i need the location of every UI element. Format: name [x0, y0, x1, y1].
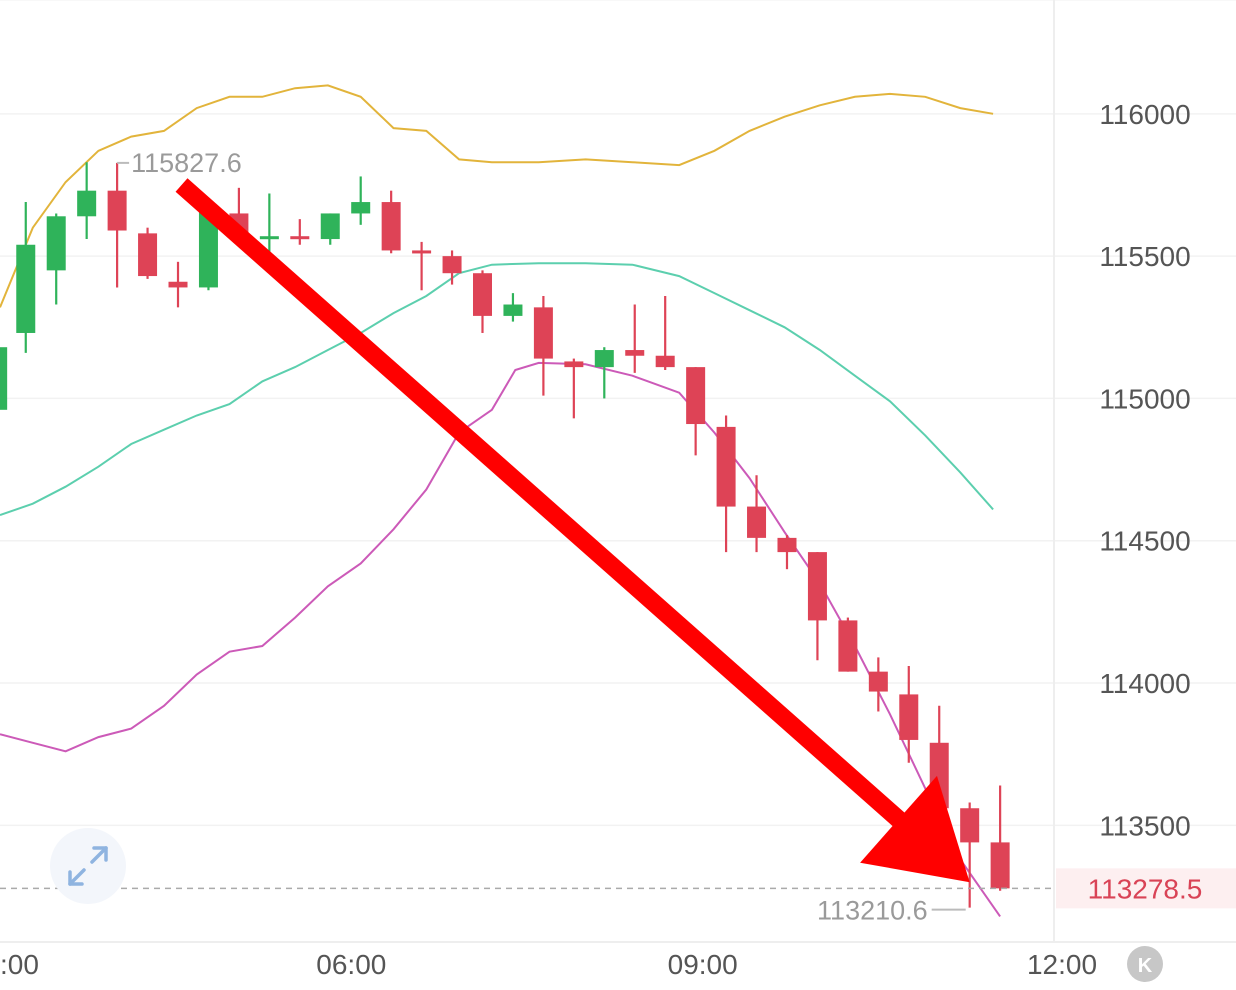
current-price-tag: 113278.5	[1056, 868, 1236, 909]
x-tick-label-2: 09:00	[668, 949, 738, 980]
candle-21	[625, 304, 645, 373]
candle-32	[960, 802, 980, 908]
candle-body-23	[686, 367, 706, 425]
candle-body-28	[838, 620, 858, 672]
candle-13	[381, 190, 401, 254]
candle-14	[412, 241, 432, 291]
y-tick-label-115000: 115000	[1099, 383, 1190, 414]
candle-body-4	[107, 190, 127, 231]
collapse-axis-button-label: K	[1138, 955, 1153, 977]
candle-body-0	[0, 347, 8, 410]
candle-3	[77, 162, 97, 240]
candle-19	[564, 358, 584, 419]
k-circle-icon	[1127, 946, 1163, 982]
candle-23	[686, 367, 706, 456]
candle-4	[107, 162, 127, 288]
trend-arrow-head	[860, 775, 970, 883]
candle-body-21	[625, 350, 645, 356]
candle-body-32	[960, 808, 980, 843]
candle-body-1	[16, 244, 36, 333]
candle-body-26	[777, 537, 797, 553]
y-tick-label-116000: 116000	[1099, 99, 1190, 130]
candle-1	[16, 202, 36, 353]
candle-24	[716, 415, 736, 553]
candle-body-20	[594, 350, 614, 368]
candle-27	[807, 552, 827, 661]
grid	[0, 0, 1236, 827]
candle-9	[259, 193, 279, 259]
candle-body-19	[564, 361, 584, 368]
candle-body-33	[990, 842, 1010, 889]
candle-10	[290, 219, 310, 245]
bollinger-bands	[0, 84, 1001, 917]
x-tick-label-3: 12:00	[1027, 949, 1097, 980]
candle-body-6	[168, 281, 188, 288]
candle-18	[533, 295, 553, 396]
candle-body-30	[899, 694, 919, 740]
candle-body-10	[290, 236, 310, 240]
candle-body-24	[716, 426, 736, 507]
candle-17	[503, 293, 523, 322]
candle-12	[351, 176, 371, 225]
candle-33	[990, 785, 1010, 891]
x-tick-label-1: 06:00	[316, 949, 386, 980]
candle-body-27	[807, 552, 827, 621]
high-annotation: 115827.6	[131, 148, 242, 178]
candle-body-15	[442, 256, 462, 274]
candle-body-18	[533, 307, 553, 359]
candle-29	[868, 657, 888, 712]
candle-body-16	[472, 273, 492, 316]
candle-11	[320, 213, 340, 245]
annotations: 115827.6 113210.6	[117, 148, 966, 926]
trend-arrow	[175, 178, 970, 883]
low-annotation: 113210.6	[817, 896, 928, 926]
candle-25	[747, 475, 767, 553]
candle-0	[0, 347, 8, 410]
candle-body-12	[351, 202, 371, 214]
candle-body-7	[198, 210, 218, 288]
candle-20	[594, 347, 614, 399]
candle-30	[899, 665, 919, 763]
collapse-axis-button[interactable]: K	[1127, 946, 1163, 982]
candle-body-29	[868, 671, 888, 692]
expand-button[interactable]	[50, 828, 126, 904]
y-tick-label-114500: 114500	[1099, 526, 1190, 557]
candle-body-22	[655, 355, 675, 368]
candle-body-3	[77, 190, 97, 217]
trend-arrow-shaft	[175, 178, 911, 832]
candle-26	[777, 535, 797, 570]
y-tick-label-113500: 113500	[1099, 810, 1190, 841]
candles	[0, 162, 1010, 908]
expand-arrows-icon	[68, 846, 108, 886]
candle-28	[838, 617, 858, 672]
candle-22	[655, 295, 675, 370]
x-tick-label-0: :00	[0, 949, 39, 980]
current-price-label: 113278.5	[1088, 873, 1203, 904]
y-axis-labels: 116000 115500 115000 114500 114000 113500	[1099, 99, 1190, 841]
candle-body-5	[138, 233, 158, 277]
y-tick-label-114000: 114000	[1099, 668, 1190, 699]
candle-body-9	[259, 236, 279, 240]
candle-body-17	[503, 304, 523, 316]
candle-body-13	[381, 202, 401, 251]
expand-button-background	[50, 828, 126, 904]
candle-body-14	[412, 250, 432, 254]
candle-15	[442, 250, 462, 285]
candle-16	[472, 270, 492, 333]
current-price-tag-background	[1056, 868, 1236, 909]
upper-band-line	[0, 84, 994, 308]
y-tick-label-115500: 115500	[1099, 241, 1190, 272]
candle-5	[138, 227, 158, 279]
candle-6	[168, 261, 188, 308]
x-axis-labels: :00 06:00 09:00 12:00	[0, 949, 1097, 980]
middle-band-line	[0, 262, 994, 517]
candle-2	[46, 213, 66, 305]
candle-body-11	[320, 213, 340, 240]
candle-body-25	[747, 506, 767, 538]
candle-body-2	[46, 216, 66, 271]
